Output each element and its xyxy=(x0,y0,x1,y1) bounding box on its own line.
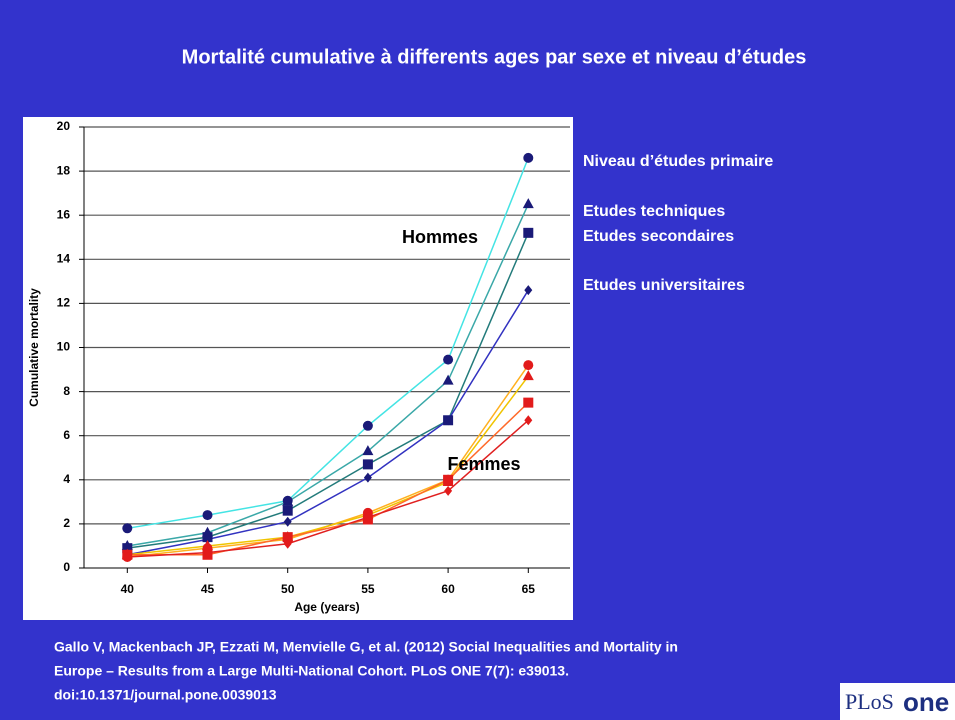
point xyxy=(203,547,212,558)
x-tick-label: 45 xyxy=(201,582,215,596)
point xyxy=(522,370,534,381)
point xyxy=(523,152,534,163)
point xyxy=(363,512,372,523)
point xyxy=(444,485,453,496)
y-tick-label: 4 xyxy=(63,472,70,486)
y-tick-label: 0 xyxy=(63,560,70,574)
citation-line: Gallo V, Mackenbach JP, Ezzati M, Menvie… xyxy=(54,639,678,655)
logo-text: one xyxy=(903,687,949,717)
point xyxy=(523,397,534,408)
point xyxy=(523,360,534,371)
y-tick-label: 10 xyxy=(57,340,71,354)
y-tick-label: 6 xyxy=(63,428,70,442)
legend-label: Niveau d’études primaire xyxy=(583,153,773,170)
point xyxy=(362,445,374,456)
x-tick-label: 40 xyxy=(121,582,135,596)
series-line xyxy=(127,157,529,530)
series-line xyxy=(127,289,529,556)
slide-title: Mortalité cumulative à differents ages p… xyxy=(182,46,807,68)
y-tick-label: 14 xyxy=(57,251,71,265)
y-axis-label: Cumulative mortality xyxy=(27,288,41,407)
point xyxy=(282,532,293,543)
series-line xyxy=(127,419,529,558)
point xyxy=(122,523,133,534)
logo-text: PLoS xyxy=(845,689,894,714)
series-line xyxy=(127,402,529,556)
y-tick-label: 18 xyxy=(57,163,71,177)
legend-label: Etudes universitaires xyxy=(583,277,745,294)
point xyxy=(122,543,133,554)
x-tick-label: 65 xyxy=(522,582,536,596)
x-axis-label: Age (years) xyxy=(294,600,359,614)
point xyxy=(524,285,533,296)
y-tick-label: 12 xyxy=(57,296,71,310)
x-tick-label: 50 xyxy=(281,582,295,596)
x-tick-label: 60 xyxy=(441,582,455,596)
citation-line: Europe – Results from a Large Multi-Nati… xyxy=(54,663,569,679)
y-tick-label: 8 xyxy=(63,384,70,398)
point xyxy=(442,374,454,385)
point xyxy=(202,510,213,521)
point xyxy=(363,472,372,483)
point xyxy=(203,534,212,545)
series-line xyxy=(127,375,529,556)
legend-label: Etudes secondaires xyxy=(583,228,734,245)
point xyxy=(282,495,294,506)
y-tick-label: 2 xyxy=(63,516,70,530)
point xyxy=(202,539,214,550)
point xyxy=(444,415,453,426)
point xyxy=(362,420,373,431)
point xyxy=(522,198,534,209)
point xyxy=(283,538,292,549)
x-tick-label: 55 xyxy=(361,582,375,596)
chart-background xyxy=(23,117,573,620)
point xyxy=(123,551,132,562)
citation-line: doi:10.1371/journal.pone.0039013 xyxy=(54,687,277,703)
point xyxy=(443,474,454,485)
y-tick-label: 20 xyxy=(57,119,71,133)
point xyxy=(443,354,454,365)
point xyxy=(282,505,293,516)
series-line xyxy=(127,203,529,547)
logo-background xyxy=(840,683,955,720)
point xyxy=(362,459,373,470)
point xyxy=(524,415,533,426)
y-tick-label: 16 xyxy=(57,207,71,221)
series-line xyxy=(127,232,529,549)
annotation: Femmes xyxy=(447,454,520,474)
point xyxy=(523,227,534,238)
legend-label: Etudes techniques xyxy=(583,203,725,220)
point xyxy=(283,516,292,527)
annotation: Hommes xyxy=(402,227,478,247)
